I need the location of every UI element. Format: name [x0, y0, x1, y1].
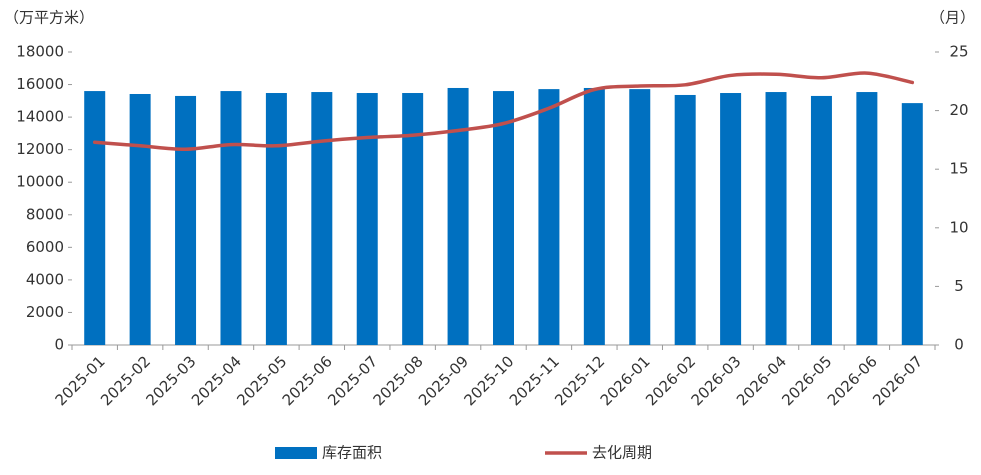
bar [720, 93, 742, 346]
x-tick-label: 2026-07 [869, 352, 926, 409]
bar [265, 93, 287, 346]
y-tick-label: 14000 [16, 108, 64, 126]
y2-axis-label: （月） [930, 9, 975, 27]
y-axis-label: （万平方米） [4, 9, 94, 27]
legend-label: 库存面积 [322, 444, 382, 462]
bar [356, 93, 378, 346]
line [92, 71, 915, 152]
bar [538, 89, 560, 345]
y-tick-label: 2000 [26, 303, 64, 321]
bar [84, 91, 106, 345]
bar [856, 92, 878, 345]
bar [674, 94, 696, 346]
bar [629, 89, 651, 345]
y-tick-label: 10000 [16, 173, 64, 191]
bar [901, 103, 923, 346]
y-tick-label: 0 [54, 336, 64, 354]
y-tick-label: 12000 [16, 140, 64, 158]
y2-tick-label: 20 [949, 101, 968, 119]
bar [765, 92, 787, 345]
bar [311, 92, 333, 345]
legend-swatch [275, 447, 317, 459]
y2-tick-label: 0 [954, 336, 964, 354]
y-tick-label: 4000 [26, 270, 64, 288]
y2-tick-label: 10 [949, 218, 968, 236]
y-tick-label: 18000 [16, 43, 64, 61]
bar [129, 93, 151, 345]
y-tick-label: 8000 [26, 205, 64, 223]
y2-tick-label: 25 [949, 43, 968, 61]
legend-label: 去化周期 [592, 444, 652, 462]
bar [493, 91, 514, 345]
y-tick-label: 16000 [16, 75, 64, 93]
bar [402, 93, 424, 346]
bar [447, 87, 469, 346]
y-tick-label: 6000 [26, 238, 64, 256]
bar [175, 95, 197, 345]
bar [220, 91, 242, 345]
y2-tick-label: 15 [949, 160, 968, 178]
y2-tick-label: 5 [954, 277, 964, 295]
bar [810, 95, 832, 345]
bar [583, 87, 605, 346]
